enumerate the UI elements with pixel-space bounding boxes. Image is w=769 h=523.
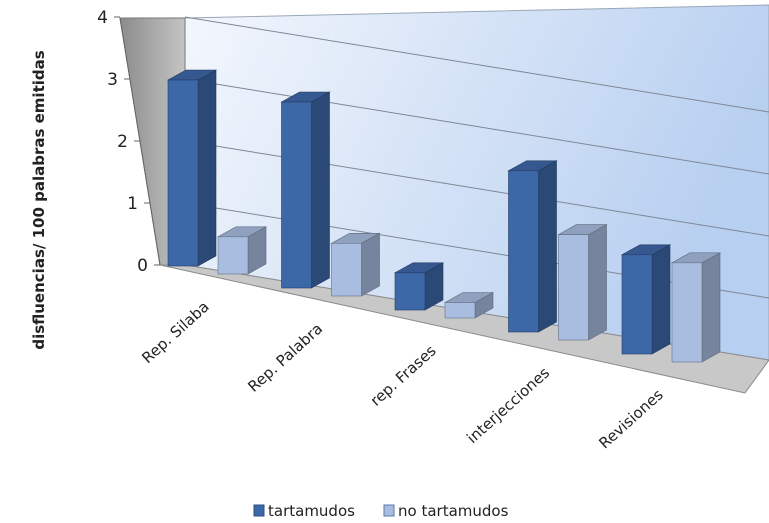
bar-tartamudos	[620, 244, 672, 355]
y-tick-label: 4	[97, 8, 108, 28]
x-tick-label: Rep. Palabra	[244, 320, 326, 396]
x-tick-label: Revisiones	[595, 385, 666, 452]
bar-no-tartamudos	[557, 224, 608, 341]
bar-tartamudos	[166, 69, 218, 267]
y-tick-label: 3	[107, 70, 118, 90]
y-tick-label: 0	[137, 256, 148, 276]
x-tick-label: interjecciones	[463, 363, 553, 447]
bar-no-tartamudos	[216, 226, 268, 275]
legend-swatch-tartamudos	[253, 504, 265, 517]
bar-tartamudos	[393, 262, 445, 311]
legend-label-no-tartamudos: no tartamudos	[398, 502, 509, 520]
legend-swatch-no-tartamudos	[383, 504, 395, 517]
gridline	[184, 16, 769, 113]
x-tick-label: Rep. Silaba	[138, 298, 212, 367]
legend-label-tartamudos: tartamudos	[268, 502, 355, 520]
bar-tartamudos	[507, 160, 558, 333]
bars	[166, 69, 722, 363]
legend: tartamudos no tartamudos	[253, 502, 509, 520]
bar-no-tartamudos	[330, 232, 381, 297]
y-tick-label: 1	[127, 194, 138, 214]
y-axis: 0 1 2 3 4	[97, 8, 161, 276]
bar-no-tartamudos	[670, 252, 722, 363]
bar-tartamudos	[280, 91, 331, 289]
gridline	[184, 78, 769, 175]
y-axis-title: disfluencias/ 100 palabras emitidas	[30, 50, 48, 349]
x-tick-label: rep. Frases	[367, 341, 440, 409]
bar-no-tartamudos	[443, 291, 495, 319]
y-tick-label: 2	[117, 132, 128, 152]
